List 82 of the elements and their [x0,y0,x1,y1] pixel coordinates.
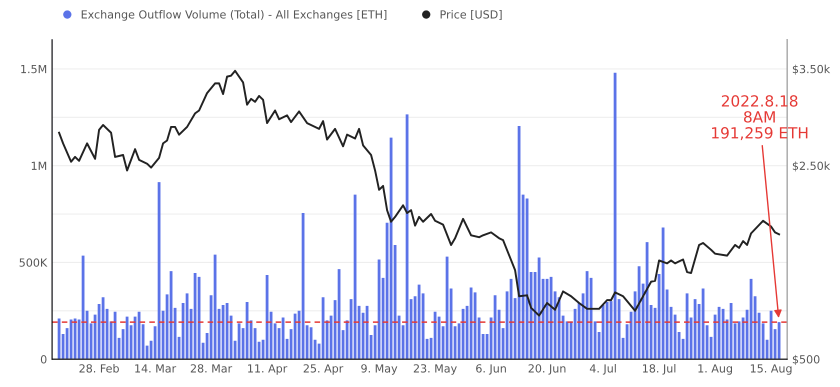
bar [390,138,392,360]
bar [170,271,172,360]
bar [322,297,324,360]
bar [310,327,312,360]
bar [538,258,540,360]
bar [238,323,240,360]
bar [70,319,72,360]
bar [378,259,380,360]
bar [750,278,752,360]
legend-label: Exchange Outflow Volume (Total) - All Exchanges [ETH] [82,10,386,21]
bar [186,293,188,360]
bar [114,312,116,360]
bar [718,306,720,360]
bar [246,302,248,360]
y-tick-label: 0 [40,355,46,364]
bar [518,126,520,360]
bar [138,312,140,360]
bar [214,254,216,360]
bar [82,256,84,360]
y-tick-label: 500K [20,258,48,267]
x-tick-label: 15. Aug [750,364,792,375]
bar [126,316,128,360]
y2-tick-label: $2.50k [792,161,830,172]
y2-tick-label: $3.50k [792,64,830,75]
x-tick-label: 20. Jun [528,364,566,375]
bar [606,302,608,360]
bar [222,304,224,360]
y-tick-label: 1.5M [21,65,46,74]
bar [638,266,640,360]
x-tick-label: 23. May [414,364,457,375]
bar [226,303,228,360]
bar [198,276,200,360]
x-tick-label: 1. Aug [698,364,732,375]
bar [462,308,464,360]
bar [770,310,772,360]
bar [730,303,732,360]
bar [354,194,356,360]
bar [434,312,436,360]
bar [302,213,304,360]
x-tick-label: 28. Feb [79,364,119,373]
bar [418,284,420,360]
bar [662,228,664,360]
bar [526,198,528,360]
bar [158,182,160,360]
bar [406,114,408,360]
bar [586,271,588,360]
bar [546,278,548,360]
bar [366,306,368,360]
bar [738,321,740,360]
bar [194,273,196,360]
x-tick-label: 6. Jun [476,364,506,375]
bar [74,318,76,360]
x-tick-label: 4. Jul [590,364,616,375]
bar [282,318,284,360]
bar [510,278,512,360]
bar [58,318,60,360]
bar [102,297,104,360]
x-tick-label: 11. Apr [248,364,288,375]
bar [602,304,604,360]
bar [614,72,616,360]
bar [646,242,648,360]
x-tick-label: 9. May [361,364,398,375]
x-tick-label: 28. Mar [190,364,232,373]
bar [446,256,448,360]
y-tick-label: 1M [32,162,46,170]
bar [702,288,704,360]
legend-label: Price [USD] [440,10,502,20]
annotation: 2022.8.18 8AM 191,259 ETH [712,95,808,140]
bar [686,293,688,360]
x-tick-label: 14. Mar [135,364,176,373]
bar [294,314,296,360]
bar [266,274,268,360]
bar [470,288,472,360]
x-tick-label: 25. Apr [304,364,344,375]
bar [778,322,780,360]
bar [694,299,696,360]
bar [722,308,724,360]
bar [338,269,340,360]
bar [494,295,496,360]
x-tick-label: 18. Jul [642,364,676,375]
bar [550,276,552,360]
y2-tick-label: $500 [792,354,820,365]
